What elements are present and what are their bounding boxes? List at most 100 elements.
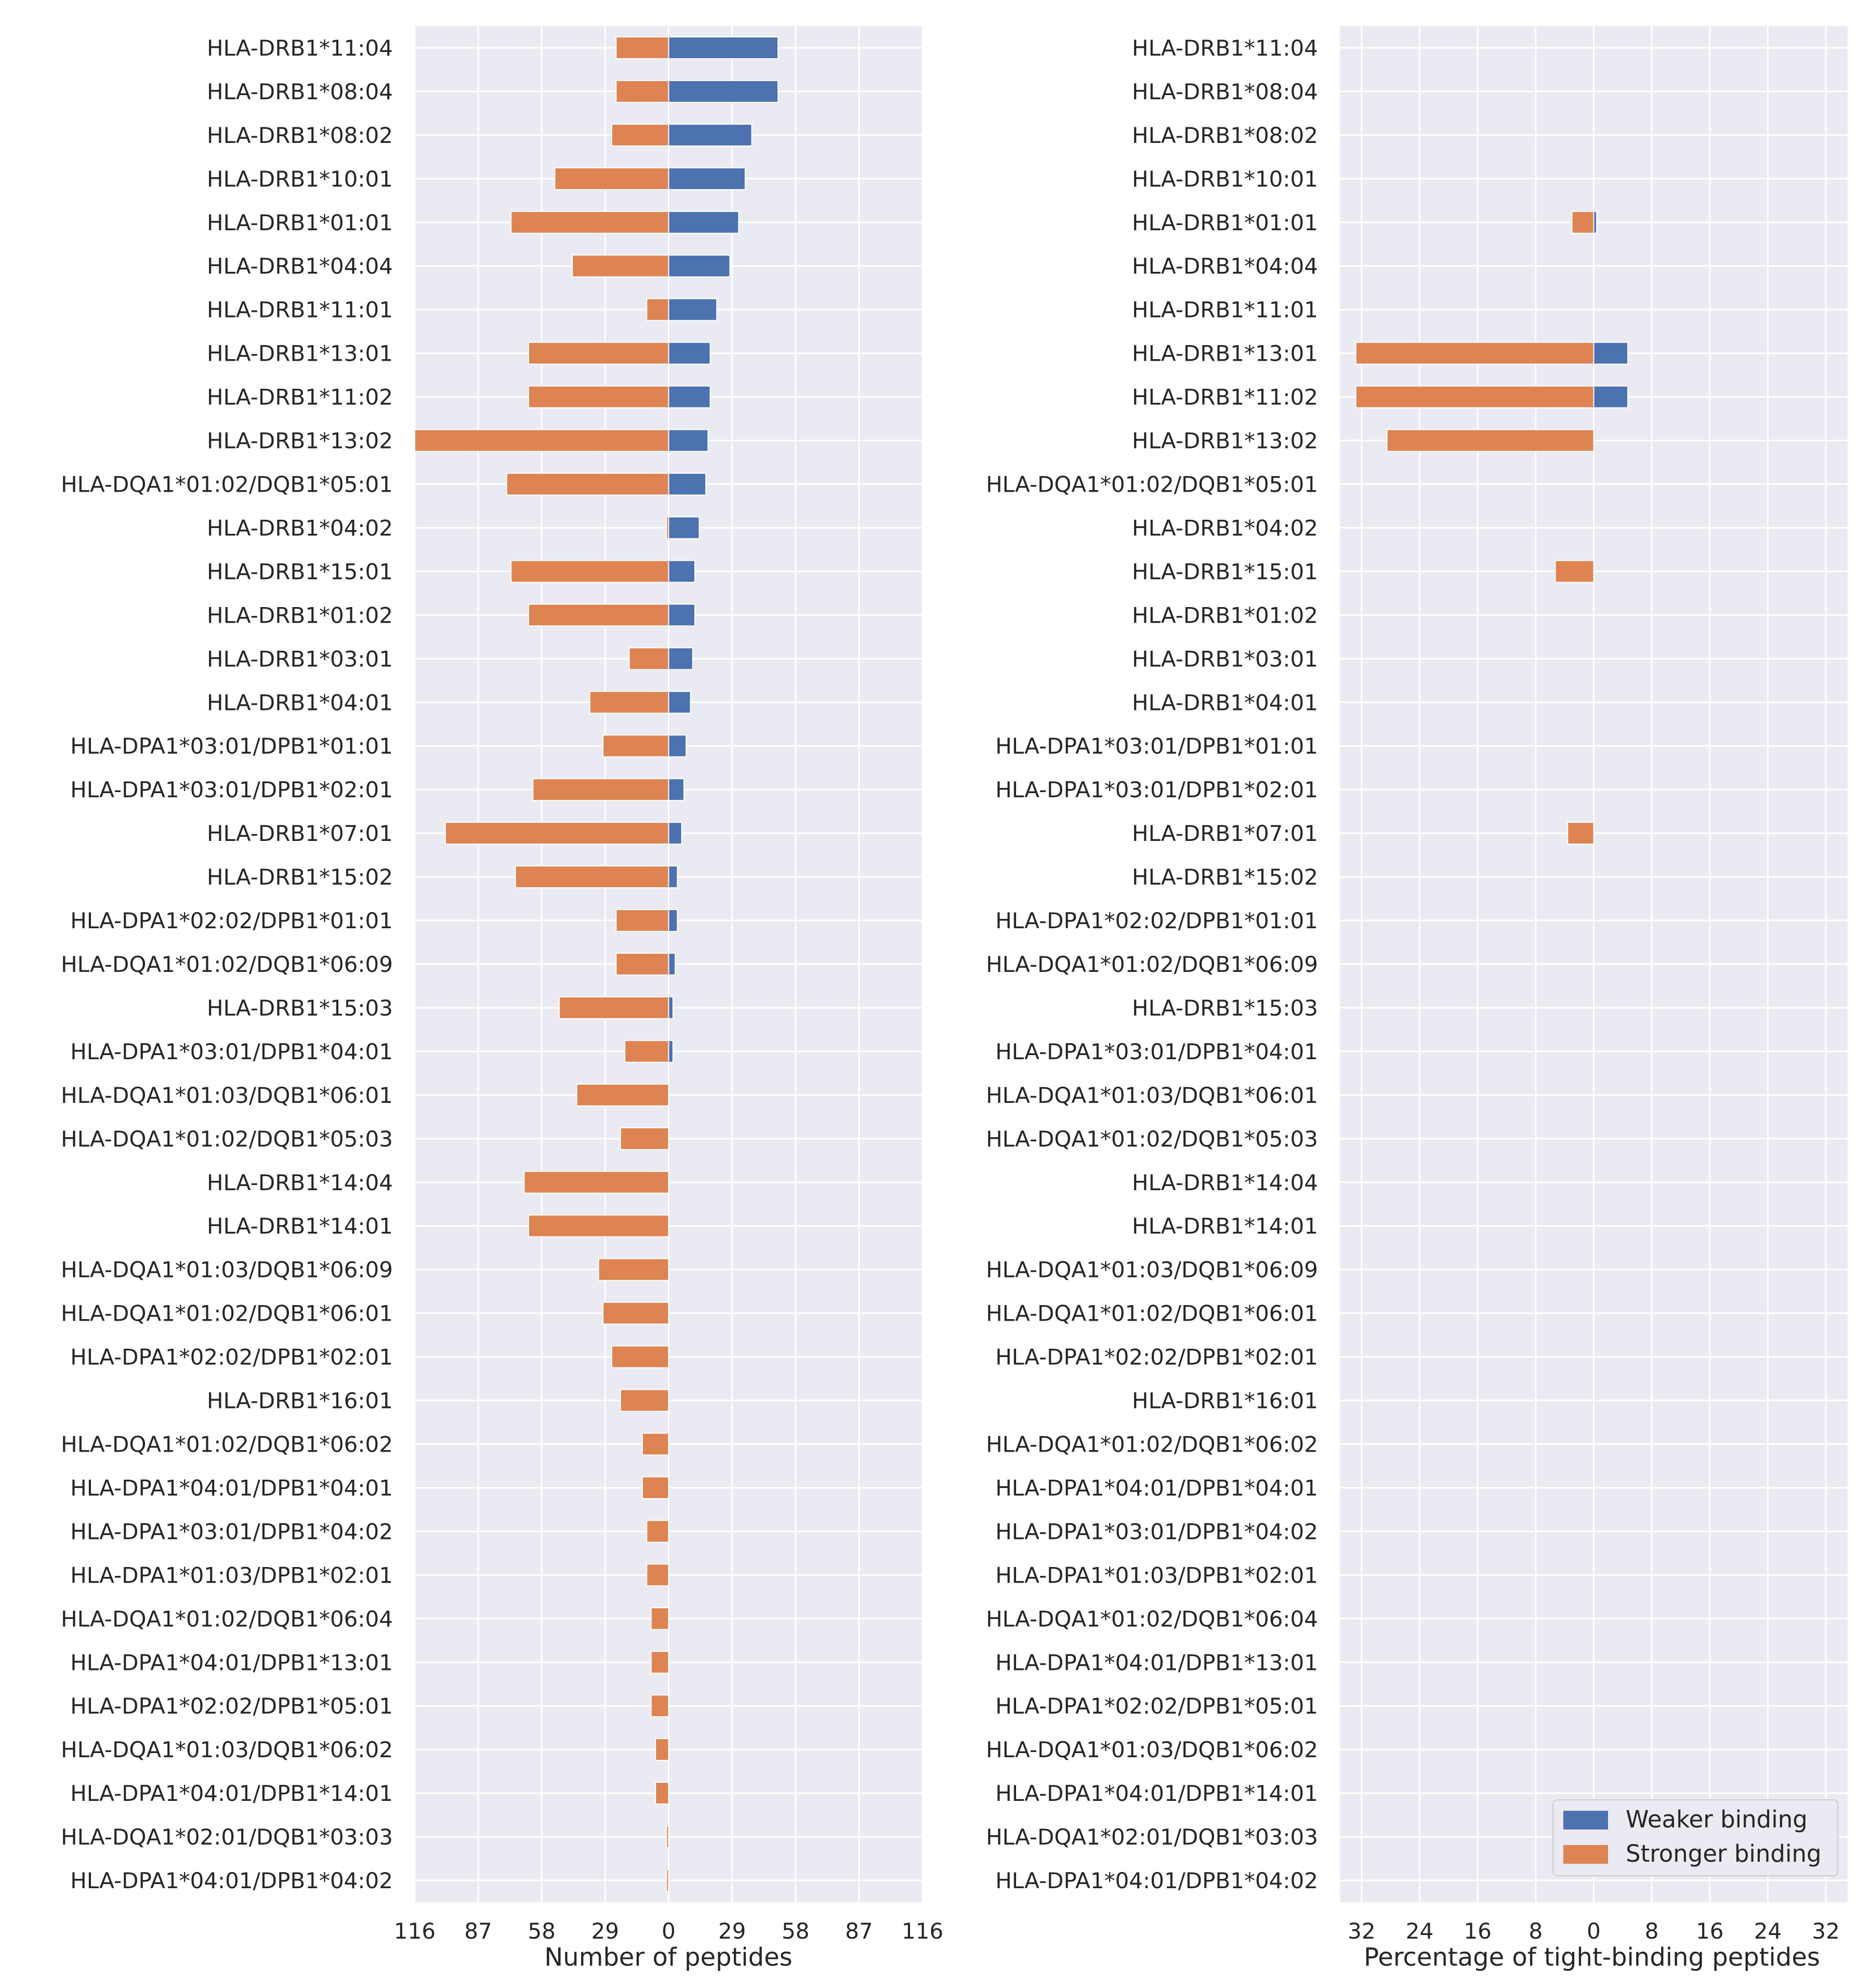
left-category-label: HLA-DQA1*01:02/DQB1*06:02: [61, 1431, 393, 1457]
left-category-label: HLA-DRB1*04:02: [207, 515, 393, 541]
left-bar-stronger: [506, 472, 669, 496]
legend: Weaker binding Stronger binding: [1552, 1799, 1838, 1876]
right-category-label: HLA-DPA1*03:01/DPB1*04:02: [995, 1519, 1318, 1544]
left-bar-weaker: [668, 691, 691, 714]
right-category-label: HLA-DPA1*04:01/DPB1*13:01: [995, 1650, 1318, 1675]
left-panel: 116 87 58 29 0 29 58 87 116 HLA-DRB1*11:04 HLA-DRB…: [61, 26, 943, 1944]
right-category-label: HLA-DPA1*03:01/DPB1*04:01: [995, 1039, 1318, 1064]
left-bar-stronger: [646, 298, 669, 321]
left-x-tick-label: 0: [662, 1918, 676, 1944]
left-bar-stronger: [528, 603, 669, 627]
right-category-label: HLA-DQA1*01:02/DQB1*05:01: [986, 472, 1318, 497]
left-category-label: HLA-DQA1*01:03/DQB1*06:02: [61, 1737, 393, 1762]
right-x-tick-label: 8: [1645, 1918, 1659, 1944]
right-category-label: HLA-DRB1*16:01: [1132, 1388, 1318, 1414]
left-bar-weaker: [668, 429, 709, 452]
right-category-label: HLA-DPA1*03:01/DPB1*02:01: [995, 777, 1318, 802]
right-category-label: HLA-DQA1*01:02/DQB1*05:03: [986, 1126, 1318, 1152]
legend-label-stronger: Stronger binding: [1626, 1840, 1822, 1867]
left-category-label: HLA-DPA1*02:02/DPB1*02:01: [70, 1345, 393, 1370]
right-category-label: HLA-DRB1*01:01: [1132, 210, 1318, 235]
right-bar-weaker: [1593, 385, 1629, 409]
left-category-label: HLA-DPA1*03:01/DPB1*02:01: [70, 777, 393, 802]
left-bar-weaker: [668, 953, 676, 976]
right-category-label: HLA-DRB1*14:01: [1132, 1214, 1318, 1239]
right-x-tick-label: 16: [1464, 1918, 1491, 1944]
right-category-label: HLA-DQA1*01:02/DQB1*06:04: [986, 1606, 1318, 1631]
left-bar-weaker: [668, 36, 779, 59]
right-bar-stronger: [1567, 822, 1595, 845]
right-category-label: HLA-DRB1*15:03: [1132, 995, 1318, 1021]
left-category-label: HLA-DPA1*02:02/DPB1*01:01: [70, 908, 393, 933]
left-category-label: HLA-DRB1*15:03: [207, 995, 393, 1021]
left-category-label: HLA-DPA1*04:01/DPB1*14:01: [70, 1781, 393, 1806]
right-category-label: HLA-DRB1*08:04: [1132, 79, 1318, 104]
right-bar-stronger: [1355, 385, 1595, 409]
left-bar-weaker: [668, 1039, 674, 1063]
left-category-label: HLA-DQA1*01:02/DQB1*06:01: [61, 1301, 393, 1326]
left-category-label: HLA-DRB1*15:02: [207, 864, 393, 890]
left-category-label: HLA-DPA1*04:01/DPB1*04:02: [70, 1868, 393, 1893]
right-x-tick-label: 32: [1812, 1918, 1839, 1944]
legend-label-weaker: Weaker binding: [1626, 1806, 1808, 1833]
left-bar-weaker: [668, 472, 707, 496]
left-x-tick-label: 29: [591, 1918, 619, 1944]
left-bar-stronger: [624, 1039, 669, 1063]
left-bar-stronger: [655, 1782, 669, 1805]
right-category-label: HLA-DRB1*13:02: [1132, 428, 1318, 454]
right-category-label: HLA-DPA1*04:01/DPB1*04:01: [995, 1475, 1318, 1500]
left-category-label: HLA-DPA1*03:01/DPB1*01:01: [70, 733, 393, 759]
right-x-tick-label: 16: [1696, 1918, 1723, 1944]
right-category-label: HLA-DPA1*04:01/DPB1*04:02: [995, 1868, 1318, 1893]
left-bar-stronger: [598, 1258, 669, 1281]
left-bar-stronger: [523, 1170, 669, 1194]
legend-swatch-weaker: [1563, 1811, 1608, 1829]
left-bar-stronger: [620, 1127, 669, 1150]
left-bar-stronger: [414, 429, 669, 452]
left-bar-weaker: [668, 341, 711, 365]
legend-swatch-stronger: [1563, 1845, 1608, 1864]
left-bar-weaker: [668, 80, 779, 103]
left-category-label: HLA-DRB1*14:01: [207, 1214, 393, 1239]
right-category-label: HLA-DRB1*04:04: [1132, 254, 1318, 279]
left-x-axis-label: Number of peptides: [544, 1943, 792, 1972]
left-bar-stronger: [611, 123, 669, 147]
right-bar-stronger: [1386, 429, 1595, 452]
left-x-tick-label: 58: [528, 1918, 556, 1944]
left-category-label: HLA-DRB1*01:02: [207, 602, 393, 628]
right-category-label: HLA-DRB1*11:02: [1132, 385, 1318, 410]
left-bar-stronger: [641, 1432, 669, 1456]
right-category-label: HLA-DRB1*08:02: [1132, 123, 1318, 148]
right-category-label: HLA-DQA1*01:02/DQB1*06:02: [986, 1431, 1318, 1457]
right-category-label: HLA-DQA1*02:01/DQB1*03:03: [986, 1824, 1318, 1850]
left-bar-stronger: [666, 1869, 669, 1892]
left-category-label: HLA-DRB1*13:02: [207, 428, 393, 454]
right-bar-weaker: [1593, 341, 1629, 365]
left-category-label: HLA-DPA1*02:02/DPB1*05:01: [70, 1693, 393, 1719]
right-x-tick-label: 24: [1754, 1918, 1782, 1944]
left-x-tick-label: 116: [394, 1918, 436, 1944]
right-category-label: HLA-DRB1*04:01: [1132, 690, 1318, 715]
left-category-label: HLA-DRB1*14:04: [207, 1170, 393, 1195]
left-bar-weaker: [668, 909, 678, 932]
right-category-label: HLA-DRB1*14:04: [1132, 1170, 1318, 1195]
left-category-label: HLA-DQA1*01:02/DQB1*05:01: [61, 472, 393, 497]
right-bar-stronger: [1571, 210, 1595, 234]
left-category-label: HLA-DRB1*01:01: [207, 210, 393, 235]
right-category-label: HLA-DRB1*01:02: [1132, 602, 1318, 628]
left-category-label: HLA-DRB1*08:02: [207, 123, 393, 148]
right-category-label: HLA-DPA1*02:02/DPB1*05:01: [995, 1693, 1318, 1719]
left-bar-stronger: [666, 516, 669, 539]
right-category-label: HLA-DRB1*15:02: [1132, 864, 1318, 890]
left-category-label: HLA-DPA1*03:01/DPB1*04:01: [70, 1039, 393, 1064]
right-x-tick-label: 24: [1406, 1918, 1433, 1944]
left-category-label: HLA-DRB1*08:04: [207, 79, 393, 104]
right-category-label: HLA-DQA1*01:02/DQB1*06:09: [986, 952, 1318, 977]
left-x-tick-label: 87: [845, 1918, 873, 1944]
left-bar-stronger: [510, 560, 669, 583]
left-bar-stronger: [615, 909, 669, 932]
left-bar-stronger: [620, 1389, 669, 1412]
left-bar-weaker: [668, 123, 753, 147]
left-x-tick-label: 87: [464, 1918, 492, 1944]
